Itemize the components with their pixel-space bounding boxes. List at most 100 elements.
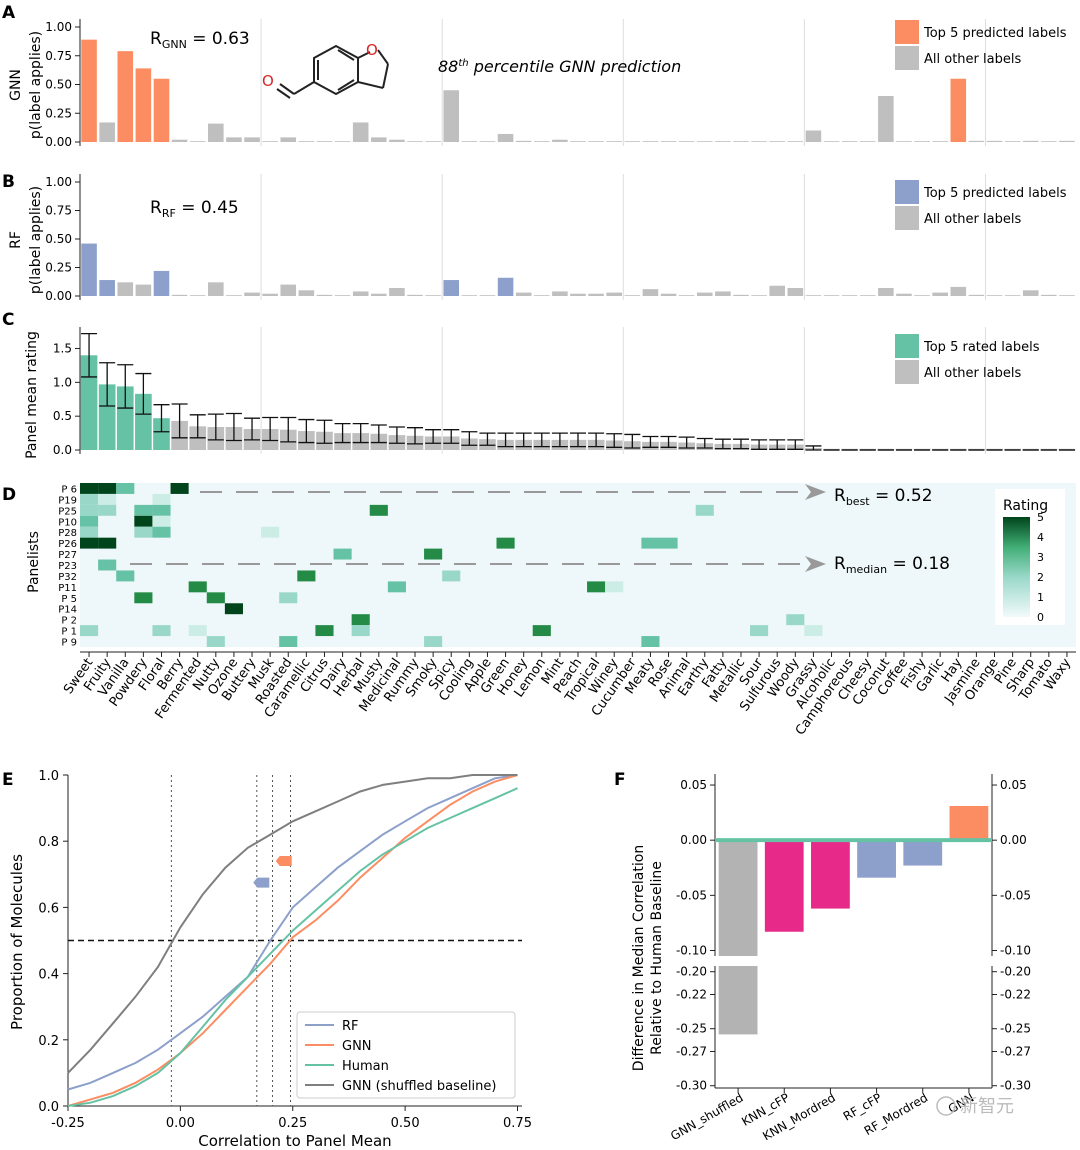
bar-jasmine <box>968 140 985 142</box>
panelist-label: P23 <box>58 561 77 572</box>
y-tick-label: 1.0 <box>38 769 59 784</box>
panel-f-bars <box>715 805 992 1035</box>
bar-animal <box>678 141 695 142</box>
panel-b: B RF p(label applies) 0.00 0.25 0.50 0.75 1.… <box>2 172 1075 303</box>
legend-label-other: All other labels <box>924 52 1021 67</box>
bar-floral <box>153 270 170 296</box>
heatmap-cell <box>279 592 298 604</box>
bar-buttery <box>244 292 260 296</box>
y-tick-label: 1.0 <box>53 375 72 389</box>
legend-label-rf: RF <box>342 1019 359 1034</box>
heatmap-cell <box>80 515 99 527</box>
heatmap-cell <box>134 515 153 527</box>
legend-label-top: Top 5 predicted labels <box>923 26 1067 41</box>
panelist-label: P 6 <box>61 484 77 495</box>
y-tick-label: 0.00 <box>45 289 72 303</box>
bar-apple <box>479 141 496 142</box>
bar-mint <box>552 139 568 142</box>
panelist-label: P25 <box>58 506 77 517</box>
heatmap-cell <box>424 548 443 560</box>
bar-gnn_shuffled-bottom <box>718 966 758 1035</box>
bar-caramellic <box>298 290 315 296</box>
heatmap-cell <box>152 625 171 637</box>
panel-a-letter: A <box>2 3 16 23</box>
y-tick-label: 0.6 <box>38 901 59 916</box>
molecule-structure <box>276 44 389 99</box>
median-marker <box>253 877 270 888</box>
heatmap-cell <box>351 625 370 637</box>
panelist-label: P26 <box>58 539 77 550</box>
heatmap-cell <box>641 636 660 647</box>
x-tick-label: 0.00 <box>166 1116 195 1131</box>
heatmap-cell <box>424 636 443 647</box>
y-tick-label-right: -0.05 <box>1000 888 1031 902</box>
bar-ozone <box>226 295 242 296</box>
bar-rose <box>660 141 677 142</box>
bar-musty <box>371 137 387 142</box>
bar-nutty <box>208 282 224 296</box>
bar-rummy <box>407 294 423 296</box>
heatmap-cell <box>98 493 117 505</box>
x-axis-labels: SweetFruityVanillaPowderyFloralBerryFerm… <box>61 651 1076 738</box>
panelist-label: P 5 <box>61 594 77 605</box>
bar-vanilla <box>117 51 134 142</box>
bar-knn_cfp <box>764 840 804 932</box>
bar-gnn_shuffled-top <box>718 840 758 956</box>
panelist-label: P10 <box>58 517 77 528</box>
bar-fermented <box>189 141 206 142</box>
heatmap-cell <box>80 504 99 516</box>
colorbar-tick-label: 3 <box>1037 551 1044 564</box>
bar-rf_cfp <box>857 840 896 878</box>
panel-a-ylabel: p(label applies) <box>28 31 44 139</box>
legend-swatch-other <box>895 46 919 70</box>
panel-b-yaxis: 0.00 0.25 0.50 0.75 1.00 <box>45 174 81 303</box>
bar-citrus <box>316 294 333 296</box>
bar-vanilla <box>117 282 134 296</box>
y-tick-label: 0.50 <box>45 232 72 246</box>
legend-frame <box>296 1011 516 1099</box>
panel-c-ylabel: Panel mean rating <box>24 331 40 459</box>
bar-peach <box>570 141 586 142</box>
bar-lemon <box>533 141 550 142</box>
y-tick-label: 0.50 <box>45 78 72 92</box>
bar-berry <box>171 139 188 142</box>
panel-b-letter: B <box>2 172 15 192</box>
heatmap-cell <box>804 625 823 637</box>
bar-rose <box>660 293 677 296</box>
y-tick-label-left: -0.25 <box>676 1022 707 1036</box>
panel-a-r-value: RGNN = 0.63 <box>150 29 250 51</box>
bar-sour <box>751 295 767 296</box>
colorbar: Rating 0 1 2 3 4 5 <box>995 489 1065 625</box>
legend-swatch-top <box>895 180 919 204</box>
y-tick-label-left: -0.22 <box>676 988 707 1002</box>
bar-spicy <box>443 90 460 142</box>
legend-label-other: All other labels <box>924 212 1021 227</box>
bar-winey <box>606 292 623 296</box>
y-tick-label-right: -0.30 <box>1000 1079 1031 1093</box>
y-tick-label: 0.5 <box>53 409 72 423</box>
bar-herbal <box>352 122 369 142</box>
panel-d-letter: D <box>2 485 16 505</box>
bar-peach <box>570 293 586 296</box>
panel-e-letter: E <box>2 770 14 790</box>
bar-sharp <box>1022 290 1039 296</box>
y-tick-label-right: -0.25 <box>1000 1022 1031 1036</box>
median-marker <box>275 856 292 867</box>
heatmap-cell <box>641 537 660 549</box>
line-gnn-shuffled-baseline- <box>67 774 518 1074</box>
bar-sharp <box>1022 140 1039 142</box>
bar-fishy <box>914 295 930 296</box>
bar-rummy <box>407 141 423 142</box>
panel-b-bars <box>81 243 1075 296</box>
y-tick-label-right: 0.05 <box>1000 778 1027 792</box>
panel-f-ylabel-1: Difference in Median Correlation <box>631 845 647 1071</box>
panel-c-errorbars <box>81 332 1075 451</box>
bar-earthy <box>696 141 713 142</box>
panelist-label: P14 <box>58 605 77 616</box>
bar-hay <box>950 78 967 142</box>
bar-cooling <box>461 295 478 296</box>
y-tick-label: 0.75 <box>45 204 72 218</box>
bar-cucumber <box>624 141 641 142</box>
panel-c-yaxis: 0.0 0.5 1.0 1.5 <box>53 327 81 457</box>
